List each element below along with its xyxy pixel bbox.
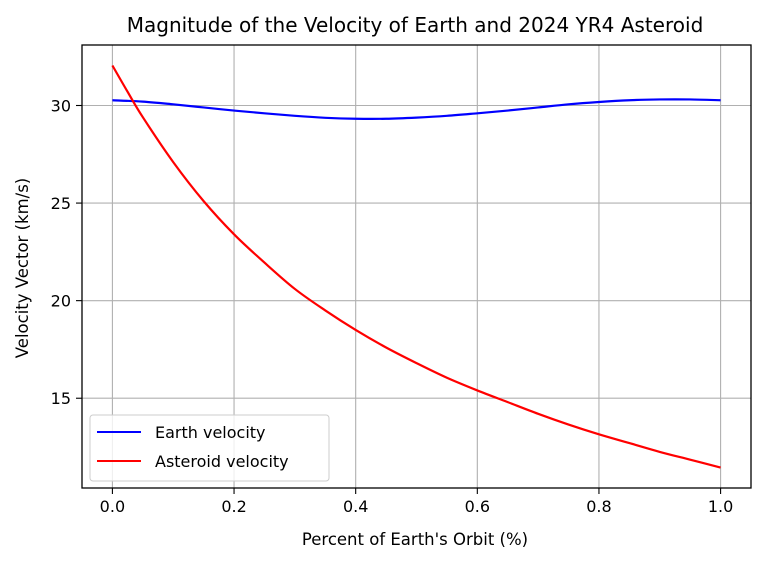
y-tick-label: 30 (51, 96, 71, 115)
series-lines (111, 64, 721, 469)
x-tick-label: 0.6 (465, 497, 490, 516)
series-line-1 (111, 64, 721, 469)
x-axis-label: Percent of Earth's Orbit (%) (302, 530, 528, 549)
axis-ticks: 0.0 0.2 0.4 0.6 0.8 1.0 15 20 25 30 (51, 96, 734, 516)
x-tick-label: 0.4 (343, 497, 368, 516)
chart-title: Magnitude of the Velocity of Earth and 2… (127, 13, 704, 37)
y-tick-label: 15 (51, 389, 71, 408)
x-tick-label: 0.2 (221, 497, 246, 516)
y-tick-label: 25 (51, 194, 71, 213)
plot-frame (81, 44, 752, 489)
x-tick-label: 0.0 (100, 497, 125, 516)
x-tick-label: 1.0 (708, 497, 733, 516)
legend-label-earth: Earth velocity (155, 423, 266, 442)
legend-box (89, 414, 330, 482)
y-axis-label: Velocity Vector (km/s) (13, 178, 32, 358)
legend: Earth velocity Asteroid velocity (89, 414, 330, 482)
legend-label-asteroid: Asteroid velocity (155, 452, 289, 471)
y-tick-label: 20 (51, 292, 71, 311)
series-line-0 (112, 98, 721, 121)
x-tick-label: 0.8 (586, 497, 611, 516)
